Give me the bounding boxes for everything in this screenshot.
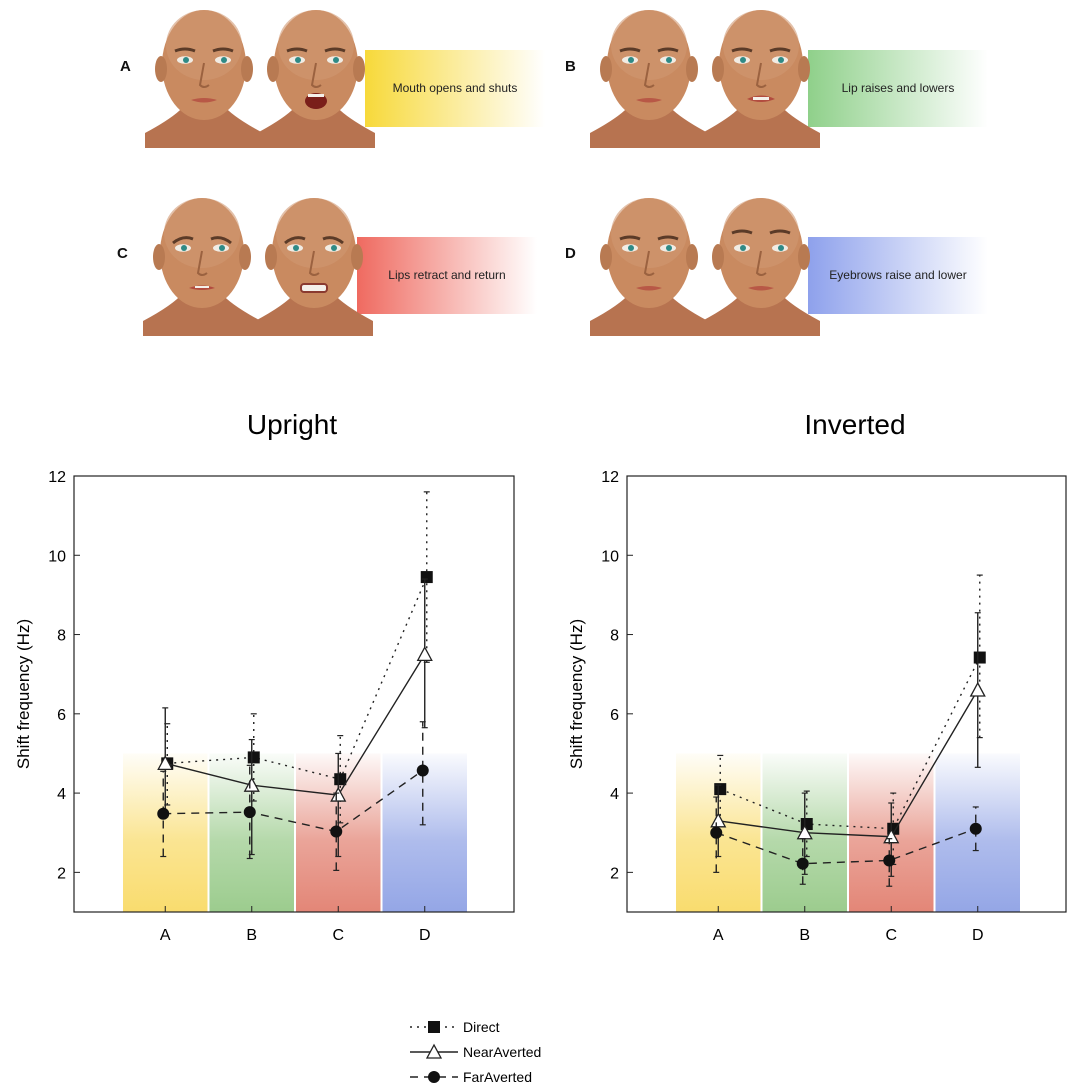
x-tick-label-a: A xyxy=(713,927,724,944)
data-point-b xyxy=(243,806,256,819)
x-tick-label-c: C xyxy=(885,927,897,944)
x-tick-label-c: C xyxy=(332,927,344,944)
caption-text: Lip raises and lowers xyxy=(841,81,955,95)
chart-inverted: Inverted 2 4 6 8 10 12 A B C D Shift frequency (Hz) xyxy=(567,409,1067,944)
data-point-d xyxy=(416,645,433,662)
legend-label-nearaverted: NearAverted xyxy=(463,1044,541,1060)
y-tick-label: 12 xyxy=(48,469,66,486)
series-faraverted xyxy=(710,796,982,887)
neutral-face-c xyxy=(143,193,261,341)
data-point-c xyxy=(330,786,347,802)
y-axis-label: Shift frequency (Hz) xyxy=(567,619,586,769)
data-point-b xyxy=(796,857,809,870)
expression-face-c xyxy=(255,193,373,341)
y-tick-label: 2 xyxy=(610,865,619,882)
data-point-a xyxy=(710,826,723,839)
chart-title: Inverted xyxy=(804,409,905,440)
data-point-a xyxy=(157,754,174,771)
panel-letter-c: C xyxy=(117,245,128,262)
x-tick-label-a: A xyxy=(160,927,171,944)
series-line xyxy=(716,828,976,865)
data-point-a xyxy=(714,783,727,796)
neutral-face-d xyxy=(590,193,708,341)
legend-marker-nearaverted xyxy=(425,1043,443,1059)
legend-label-faraverted: FarAverted xyxy=(463,1069,532,1085)
series-line xyxy=(163,769,424,833)
chart-upright: Upright 2 4 6 8 10 12 A B C D Shift frequency (Hz) xyxy=(14,409,515,944)
series-nearaverted xyxy=(710,612,986,877)
x-tick-label-b: B xyxy=(246,927,257,944)
series-nearaverted xyxy=(157,578,433,858)
data-point-a xyxy=(710,812,727,828)
y-tick-label: 8 xyxy=(610,628,619,645)
x-tick-label-b: B xyxy=(799,927,810,944)
y-tick-label: 2 xyxy=(57,865,66,882)
series-line xyxy=(718,689,979,838)
data-point-d xyxy=(969,681,986,697)
y-axis-label: Shift frequency (Hz) xyxy=(14,619,33,769)
panel-letter-a: A xyxy=(120,58,131,75)
legend-marker-direct xyxy=(428,1021,440,1033)
data-point-d xyxy=(420,571,433,584)
series-line xyxy=(165,653,426,796)
y-tick-label: 6 xyxy=(610,707,619,724)
data-point-c xyxy=(883,854,896,867)
y-tick-label: 6 xyxy=(57,707,66,724)
y-tick-label: 12 xyxy=(601,469,619,486)
caption-text: Lips retract and return xyxy=(388,268,506,282)
caption-text: Mouth opens and shuts xyxy=(392,81,518,95)
data-point-c xyxy=(330,825,343,838)
caption-band-c: Lips retract and return xyxy=(357,237,537,314)
data-point-b xyxy=(243,776,260,792)
caption-band-b: Lip raises and lowers xyxy=(808,50,988,127)
data-point-c xyxy=(883,828,900,844)
neutral-face-a xyxy=(145,5,263,153)
axes-frame xyxy=(73,475,515,913)
caption-text: Eyebrows raise and lower xyxy=(829,268,967,282)
series-faraverted xyxy=(157,721,429,871)
x-tick-label-d: D xyxy=(419,927,431,944)
panel-letter-b: B xyxy=(565,58,576,75)
y-tick-label: 4 xyxy=(57,786,66,803)
data-point-d xyxy=(969,822,982,835)
axes-frame xyxy=(626,475,1067,913)
chart-title: Upright xyxy=(247,409,337,440)
expression-face-b xyxy=(702,5,820,153)
legend-label-direct: Direct xyxy=(463,1019,500,1035)
panel-letter-d: D xyxy=(565,245,576,262)
data-point-c xyxy=(334,773,347,786)
y-tick-label: 10 xyxy=(48,548,66,565)
y-tick-label: 4 xyxy=(610,786,619,803)
expression-face-d xyxy=(702,193,820,341)
series-line xyxy=(167,576,428,781)
data-point-a xyxy=(157,807,170,820)
caption-band-a: Mouth opens and shuts xyxy=(365,50,545,127)
legend-marker-faraverted xyxy=(428,1071,440,1083)
data-point-d xyxy=(416,764,429,777)
neutral-face-b xyxy=(590,5,708,153)
y-tick-label: 8 xyxy=(57,628,66,645)
data-point-d xyxy=(973,651,986,664)
legend: Direct NearAverted FarAverted xyxy=(410,1019,541,1085)
y-tick-label: 10 xyxy=(601,548,619,565)
expression-face-a xyxy=(257,5,375,153)
caption-band-d: Eyebrows raise and lower xyxy=(808,237,988,314)
data-point-b xyxy=(247,751,260,764)
x-tick-label-d: D xyxy=(972,927,984,944)
band-d xyxy=(382,753,467,912)
